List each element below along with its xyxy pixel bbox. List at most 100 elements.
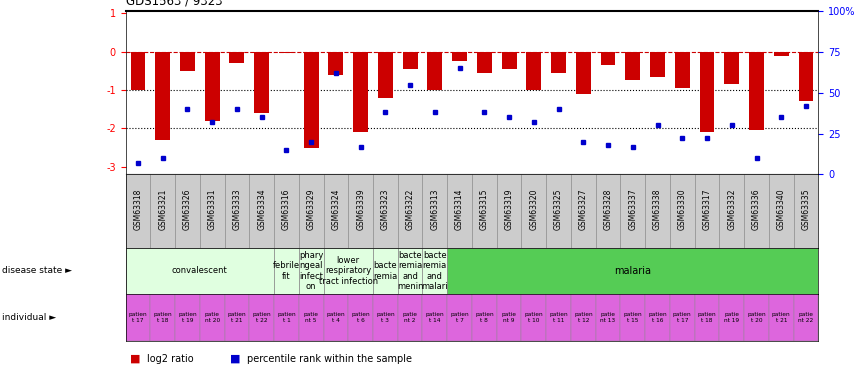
- Bar: [521, 174, 546, 248]
- Text: GSM63324: GSM63324: [332, 189, 340, 230]
- Text: GDS1563 / 9323: GDS1563 / 9323: [126, 0, 223, 8]
- Text: GSM63326: GSM63326: [183, 189, 192, 230]
- Bar: [625, 51, 640, 80]
- Text: patien
t 15: patien t 15: [624, 312, 642, 323]
- Text: patie
nt 2: patie nt 2: [403, 312, 417, 323]
- Bar: [793, 174, 818, 248]
- Bar: [324, 294, 348, 341]
- Text: patie
nt 5: patie nt 5: [304, 312, 319, 323]
- Bar: [324, 174, 348, 248]
- Bar: [348, 294, 373, 341]
- Bar: [546, 174, 571, 248]
- Text: log2 ratio: log2 ratio: [147, 354, 194, 364]
- Bar: [200, 174, 224, 248]
- Bar: [328, 51, 343, 75]
- Text: GSM63329: GSM63329: [307, 189, 315, 230]
- Text: GSM63337: GSM63337: [629, 189, 637, 230]
- Bar: [720, 174, 744, 248]
- Bar: [249, 174, 274, 248]
- Bar: [274, 248, 299, 294]
- Bar: [447, 174, 472, 248]
- Bar: [378, 51, 393, 98]
- Bar: [126, 248, 274, 294]
- Bar: [373, 294, 397, 341]
- Text: GSM63340: GSM63340: [777, 189, 785, 230]
- Bar: [749, 51, 764, 130]
- Bar: [200, 294, 224, 341]
- Bar: [675, 51, 689, 88]
- Text: GSM63333: GSM63333: [232, 189, 242, 230]
- Text: patien
t 16: patien t 16: [649, 312, 667, 323]
- Bar: [229, 51, 244, 63]
- Bar: [373, 248, 397, 294]
- Bar: [700, 51, 714, 132]
- Bar: [224, 294, 249, 341]
- Bar: [670, 174, 695, 248]
- Text: convalescent: convalescent: [172, 266, 228, 275]
- Text: GSM63339: GSM63339: [356, 189, 365, 230]
- Text: bacte
remia
and
malari: bacte remia and malari: [422, 251, 449, 291]
- Text: ■: ■: [130, 354, 140, 364]
- Text: GSM63323: GSM63323: [381, 189, 390, 230]
- Bar: [155, 51, 170, 140]
- Text: patien
t 14: patien t 14: [425, 312, 444, 323]
- Bar: [373, 174, 397, 248]
- Bar: [423, 174, 447, 248]
- Bar: [596, 294, 620, 341]
- Text: GSM63319: GSM63319: [505, 189, 514, 230]
- Bar: [397, 294, 423, 341]
- Bar: [546, 294, 571, 341]
- Bar: [131, 51, 145, 90]
- Text: patien
t 12: patien t 12: [574, 312, 592, 323]
- Text: patie
nt 9: patie nt 9: [501, 312, 517, 323]
- Text: GSM63336: GSM63336: [752, 189, 761, 230]
- Bar: [255, 51, 269, 113]
- Text: patien
t 18: patien t 18: [698, 312, 716, 323]
- Bar: [447, 248, 818, 294]
- Bar: [645, 174, 670, 248]
- Text: patie
nt 19: patie nt 19: [724, 312, 740, 323]
- Text: ■: ■: [229, 354, 240, 364]
- Bar: [571, 294, 596, 341]
- Text: GSM63314: GSM63314: [456, 189, 464, 230]
- Text: patie
nt 22: patie nt 22: [798, 312, 814, 323]
- Bar: [274, 174, 299, 248]
- Bar: [695, 294, 720, 341]
- Bar: [720, 294, 744, 341]
- Bar: [477, 51, 492, 73]
- Text: patien
t 1: patien t 1: [277, 312, 295, 323]
- Text: GSM63338: GSM63338: [653, 189, 662, 230]
- Bar: [695, 174, 720, 248]
- Bar: [620, 174, 645, 248]
- Text: patien
t 22: patien t 22: [252, 312, 271, 323]
- Text: patien
t 6: patien t 6: [352, 312, 370, 323]
- Bar: [299, 294, 324, 341]
- Bar: [175, 174, 200, 248]
- Text: patien
t 17: patien t 17: [673, 312, 692, 323]
- Bar: [447, 294, 472, 341]
- Text: disease state ►: disease state ►: [2, 266, 72, 275]
- Bar: [348, 174, 373, 248]
- Bar: [428, 51, 443, 90]
- Bar: [126, 294, 151, 341]
- Bar: [472, 294, 497, 341]
- Text: GSM63315: GSM63315: [480, 189, 488, 230]
- Text: percentile rank within the sample: percentile rank within the sample: [247, 354, 412, 364]
- Text: febrile
fit: febrile fit: [273, 261, 300, 280]
- Text: patien
t 7: patien t 7: [450, 312, 469, 323]
- Text: GSM63317: GSM63317: [702, 189, 712, 230]
- Bar: [501, 51, 516, 69]
- Bar: [596, 174, 620, 248]
- Bar: [576, 51, 591, 94]
- Text: bacte
remia
and
menin: bacte remia and menin: [397, 251, 423, 291]
- Bar: [452, 51, 467, 61]
- Bar: [299, 174, 324, 248]
- Bar: [126, 174, 151, 248]
- Bar: [224, 174, 249, 248]
- Text: GSM63327: GSM63327: [578, 189, 588, 230]
- Bar: [324, 248, 373, 294]
- Bar: [423, 294, 447, 341]
- Bar: [650, 51, 665, 76]
- Bar: [397, 174, 423, 248]
- Text: GSM63325: GSM63325: [554, 189, 563, 230]
